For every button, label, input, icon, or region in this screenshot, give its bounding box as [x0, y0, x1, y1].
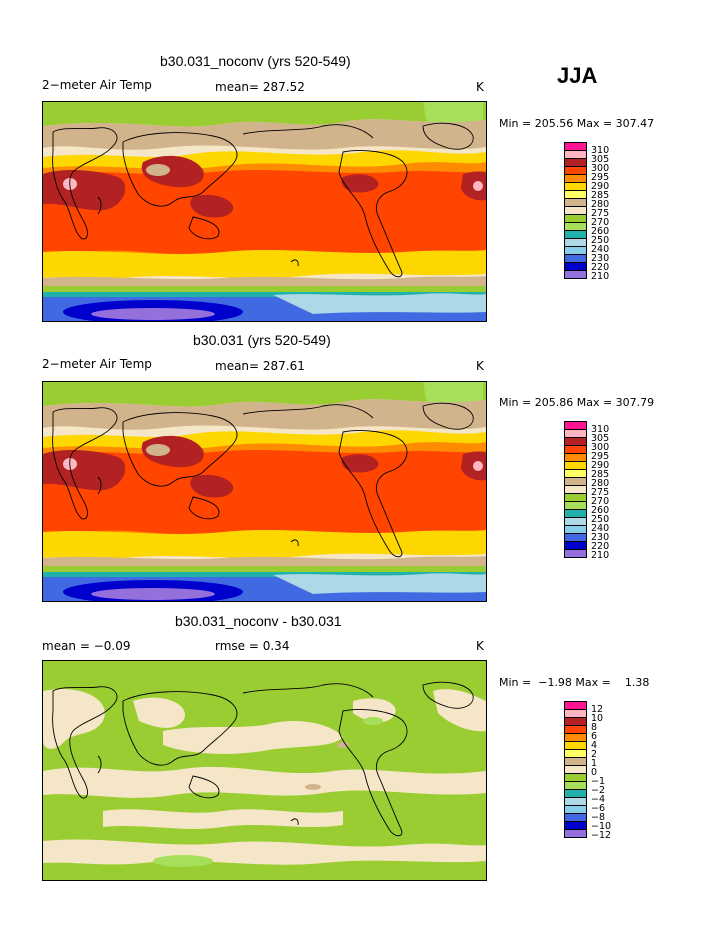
panel3-legend-label: 6	[591, 731, 598, 742]
panel2-legend-label: 270	[591, 496, 610, 507]
panel1-title: b30.031_noconv (yrs 520-549)	[160, 53, 351, 69]
panel1-legend-label: 230	[591, 253, 610, 264]
panel2-legend-label: 275	[591, 487, 610, 498]
panel1-map-svg	[43, 102, 486, 321]
panel1-legend-label: 250	[591, 235, 610, 246]
panel2-legend-label: 220	[591, 541, 610, 552]
panel3-legend-label: 2	[591, 749, 598, 760]
panel1-legend-label: 295	[591, 172, 610, 183]
panel2-units: K	[476, 359, 484, 373]
panel1-map	[42, 101, 487, 322]
panel2-minmax: Min = 205.86 Max = 307.79	[499, 396, 655, 409]
panel1-legend-label: 270	[591, 217, 610, 228]
panel3-legend-color-box	[564, 829, 587, 838]
panel2-legend-label: 250	[591, 514, 610, 525]
panel1-units: K	[476, 80, 484, 94]
panel1-legend-color-box	[564, 270, 587, 279]
panel2-legend-label: 285	[591, 469, 610, 480]
panel3-legend: 12 10 8 6 4 2 1 0 −1 −2 −4 −6 −8 −10 −12	[564, 701, 611, 841]
panel3-legend-label: 10	[591, 713, 604, 724]
panel1-legend-label: 220	[591, 262, 610, 273]
panel3-minmax: Min = −1.98 Max = 1.38	[499, 676, 650, 689]
panel2-legend-color-box	[564, 549, 587, 558]
panel2-variable: 2−meter Air Temp	[42, 357, 152, 371]
panel2-legend-label: 290	[591, 460, 610, 471]
panel3-legend-label: −10	[591, 821, 612, 832]
panel2-mean: mean= 287.61	[215, 359, 305, 373]
panel1-legend-label: 240	[591, 244, 610, 255]
panel1-legend-label: 260	[591, 226, 610, 237]
panel3-legend-label: 12	[591, 704, 604, 715]
panel3-title: b30.031_noconv - b30.031	[175, 613, 342, 629]
panel1-legend-label: 275	[591, 208, 610, 219]
panel3-legend-label: 0	[591, 767, 598, 778]
panel2-legend-label: 230	[591, 532, 610, 543]
panel2-legend-label: 260	[591, 505, 610, 516]
panel3-legend-label: −12	[591, 830, 612, 841]
panel1-legend-label: 280	[591, 199, 610, 210]
panel1-minmax: Min = 205.56 Max = 307.47	[499, 117, 655, 130]
panel2-legend-label: 305	[591, 433, 610, 444]
panel1-legend-label: 310	[591, 145, 610, 156]
panel2-legend-label: 280	[591, 478, 610, 489]
panel1-legend-label: 305	[591, 154, 610, 165]
panel2-legend-label: 240	[591, 523, 610, 534]
season-label: JJA	[557, 63, 598, 88]
panel3-legend-label: −2	[591, 785, 606, 796]
panel3-map-svg	[43, 661, 486, 880]
panel3-mean: mean = −0.09	[42, 639, 131, 653]
panel3-legend-label: 1	[591, 758, 598, 769]
panel3-legend-label: −6	[591, 803, 606, 814]
panel3-legend-label: −8	[591, 812, 606, 823]
panel1-legend: 310 305 300 295 290 285 280 275 270 260 250 240 230 2…	[564, 142, 609, 282]
panel1-mean: mean= 287.52	[215, 80, 305, 94]
panel3-legend-label: 8	[591, 722, 598, 733]
panel2-map	[42, 381, 487, 602]
panel2-legend: 310 305 300 295 290 285 280 275 270 260 250 240 230 2…	[564, 421, 609, 561]
panel3-legend-label: 4	[591, 740, 598, 751]
panel2-legend-label: 210	[591, 550, 610, 561]
panel2-legend-label: 300	[591, 442, 610, 453]
panel1-legend-label: 210	[591, 271, 610, 282]
panel3-legend-label: −1	[591, 776, 606, 787]
panel2-title: b30.031 (yrs 520-549)	[193, 332, 331, 348]
panel2-map-svg	[43, 382, 486, 601]
panel1-legend-label: 285	[591, 190, 610, 201]
panel2-legend-label: 310	[591, 424, 610, 435]
panel3-legend-label: −4	[591, 794, 606, 805]
panel3-map	[42, 660, 487, 881]
panel3-units: K	[476, 639, 484, 653]
panel3-rmse: rmse = 0.34	[215, 639, 290, 653]
panel1-variable: 2−meter Air Temp	[42, 78, 152, 92]
panel2-legend-label: 295	[591, 451, 610, 462]
panel1-legend-label: 300	[591, 163, 610, 174]
panel1-legend-label: 290	[591, 181, 610, 192]
